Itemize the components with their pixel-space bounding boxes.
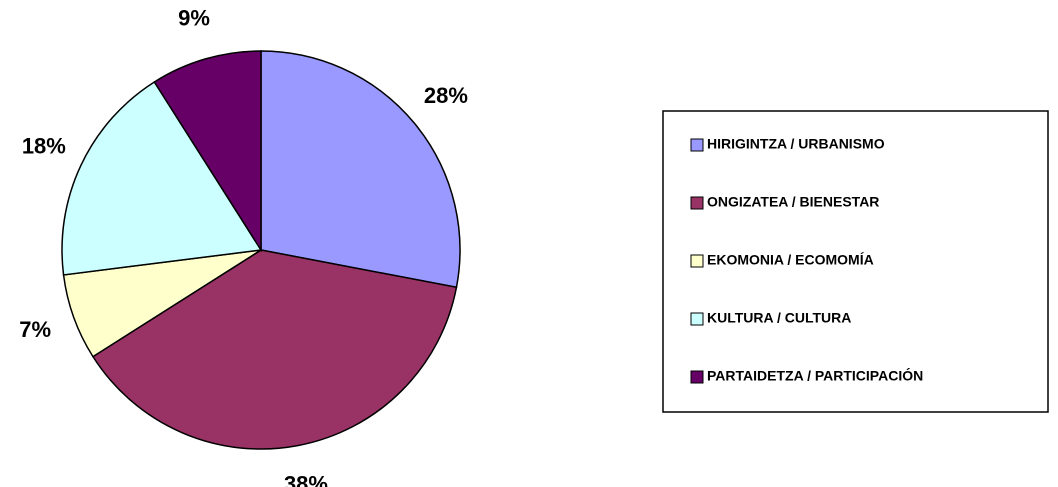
legend-swatch bbox=[690, 138, 704, 152]
value-label: 18% bbox=[22, 134, 66, 159]
legend-label: ONGIZATEA / BIENESTAR bbox=[707, 194, 879, 210]
pie-slice bbox=[153, 50, 262, 253]
value-label: 9% bbox=[178, 5, 210, 30]
value-label: 38% bbox=[284, 472, 328, 487]
legend-label: KULTURA / CULTURA bbox=[707, 310, 851, 326]
pie-slice bbox=[260, 50, 461, 289]
pie-slice bbox=[61, 80, 263, 276]
legend-swatch bbox=[690, 196, 704, 210]
value-label: 28% bbox=[424, 83, 468, 108]
legend-label: HIRIGINTZA / URBANISMO bbox=[707, 136, 885, 152]
legend-label: EKOMONIA / ECOMOMÍA bbox=[707, 252, 874, 268]
legend-label: PARTAIDETZA / PARTICIPACIÓN bbox=[707, 367, 923, 384]
legend-swatch bbox=[690, 254, 704, 268]
value-label: 7% bbox=[19, 317, 51, 342]
legend-swatch bbox=[690, 312, 704, 326]
legend-swatch bbox=[690, 370, 704, 384]
legend-box bbox=[662, 110, 1049, 413]
